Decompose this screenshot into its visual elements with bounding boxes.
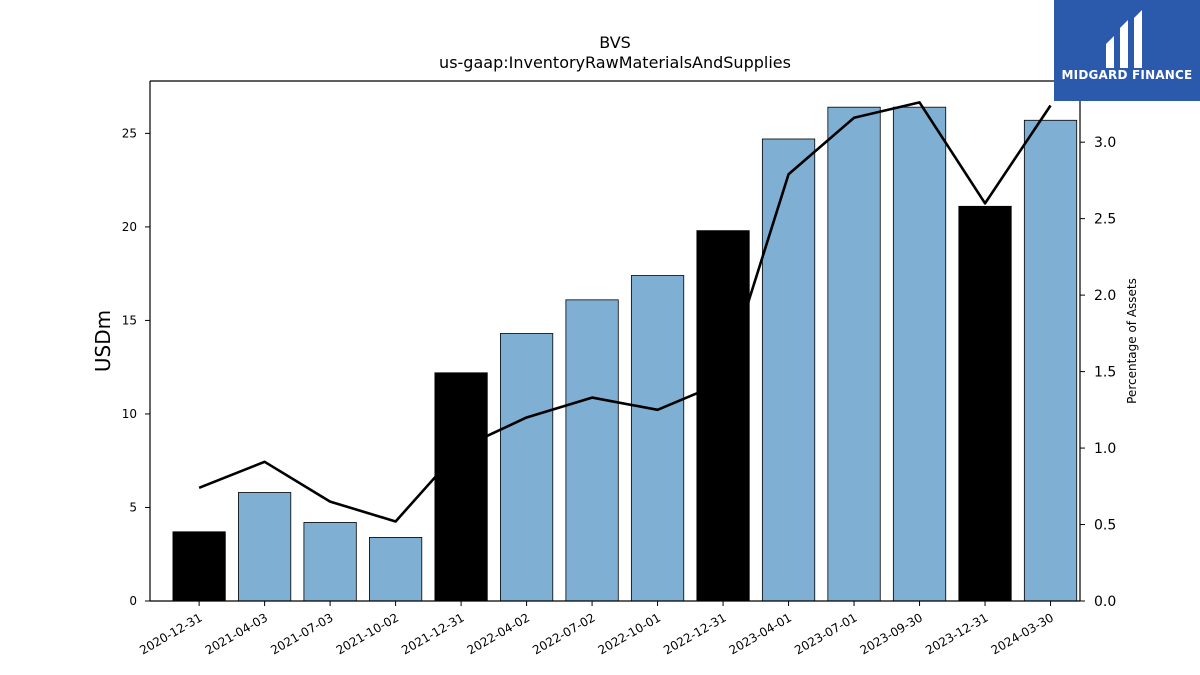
bar-2021-10-02 <box>369 537 423 602</box>
bar-2022-07-02 <box>565 299 619 602</box>
bar-2023-12-31 <box>958 205 1012 602</box>
y-tick-label: 15 <box>122 313 137 327</box>
x-tick-label: 2024-03-30 <box>989 610 1056 657</box>
line-group <box>198 101 1052 523</box>
y2-tick-label: 2.5 <box>1094 212 1116 228</box>
bar-2021-07-03 <box>303 522 357 602</box>
bar-2022-10-01 <box>630 275 685 602</box>
y2-tick-label: 1.0 <box>1094 441 1116 457</box>
bar-2021-04-03 <box>238 492 292 602</box>
x-tick-label: 2022-04-02 <box>465 610 532 657</box>
y2-tick-label: 0.5 <box>1094 518 1116 534</box>
logo-mark-icon <box>1106 10 1142 68</box>
y2-tick-label: 3.0 <box>1094 135 1116 151</box>
bars-group <box>172 106 1078 602</box>
x-tick-label: 2021-04-03 <box>203 610 270 657</box>
bar-2023-04-01 <box>761 138 816 602</box>
logo-text: MIDGARD FINANCE <box>1061 68 1193 82</box>
midgard-finance-logo: MIDGARD FINANCE <box>1054 0 1200 101</box>
x-tick-label: 2023-07-01 <box>792 610 859 657</box>
x-tick-label: 2023-12-31 <box>923 610 990 657</box>
y-tick-label: 25 <box>122 126 137 140</box>
y2-tick-label: 0.0 <box>1094 594 1116 610</box>
bar-2020-12-31 <box>172 531 226 602</box>
chart-subtitle: us-gaap:InventoryRawMaterialsAndSupplies <box>439 53 791 72</box>
x-tick-label: 2023-04-01 <box>727 610 794 657</box>
x-tick-label: 2022-12-31 <box>661 610 728 657</box>
x-tick-label: 2022-10-01 <box>596 610 663 657</box>
y-tick-label: 0 <box>129 594 137 608</box>
bar-2024-03-30 <box>1023 119 1078 602</box>
chart-title: BVS <box>599 33 631 52</box>
x-tick-label: 2021-07-03 <box>268 610 335 657</box>
bar-2022-04-02 <box>499 333 554 602</box>
y-tick-label: 10 <box>122 407 137 421</box>
y2-axis-label: Percentage of Assets <box>1125 278 1139 404</box>
x-tick-label: 2023-09-30 <box>858 610 925 657</box>
y-tick-label: 20 <box>122 220 137 234</box>
bar-2021-12-31 <box>434 372 488 602</box>
y2-tick-label: 2.0 <box>1094 288 1116 304</box>
x-tick-label: 2022-07-02 <box>530 610 597 657</box>
y-axis-label: USDm <box>91 310 115 372</box>
y2-tick-label: 1.5 <box>1094 365 1116 381</box>
x-tick-label: 2020-12-31 <box>137 610 204 657</box>
bar-2023-07-01 <box>827 106 881 602</box>
y-tick-label: 5 <box>129 500 137 514</box>
x-tick-label: 2021-12-31 <box>399 610 466 657</box>
percentage-of-assets-line <box>198 101 1052 523</box>
x-tick-label: 2021-10-02 <box>334 610 401 657</box>
bar-2023-09-30 <box>892 106 947 602</box>
bar-2022-12-31 <box>696 230 750 602</box>
